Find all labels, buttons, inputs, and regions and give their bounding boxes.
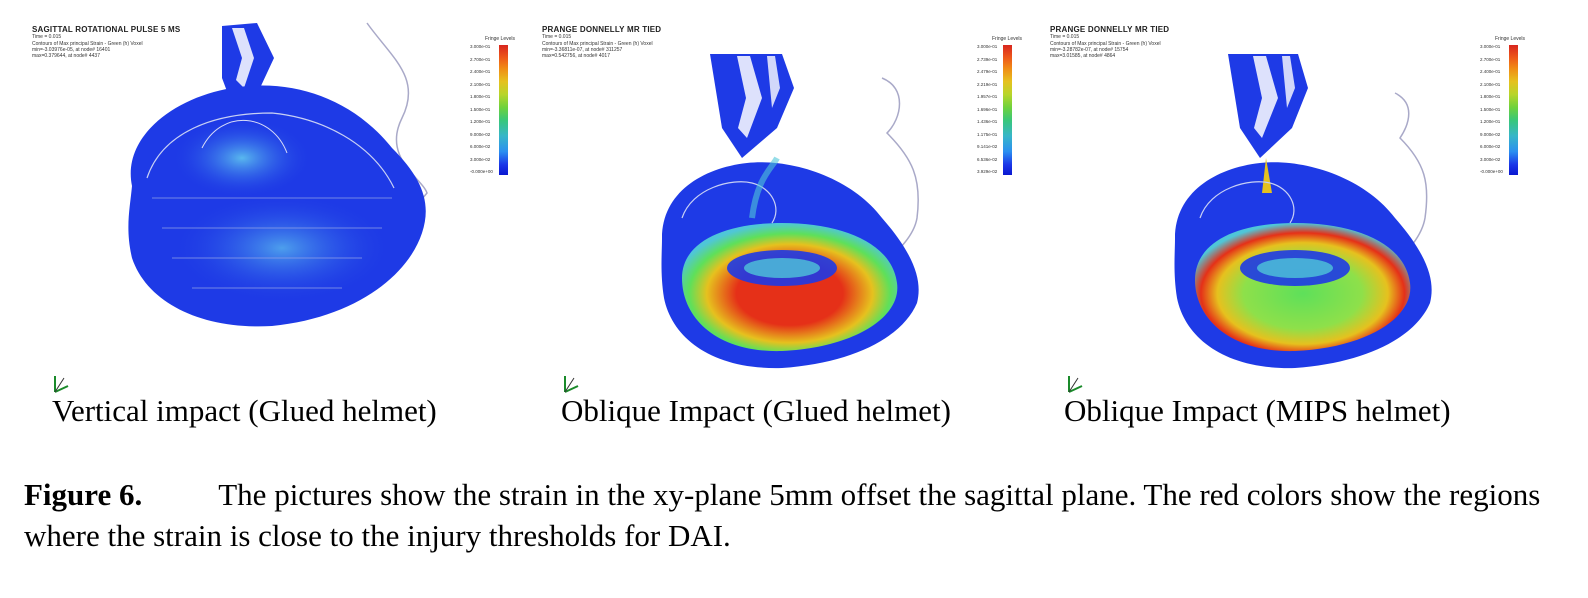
panel-caption-oblique-mips: Oblique Impact (MIPS helmet) — [1064, 393, 1451, 428]
panel-title: PRANGE DONNELLY MR TIED — [1050, 25, 1170, 34]
legend-label: 6.536e-02 — [977, 156, 998, 162]
legend-label: 1.200e-01 — [470, 119, 491, 125]
panel-meta-line: min=-3.28782e-07, at node# 15754 — [1050, 46, 1129, 53]
legend-color-bar — [1508, 45, 1518, 175]
legend-label: 2.479e-01 — [977, 69, 998, 75]
panel-caption-oblique-glued: Oblique Impact (Glued helmet) — [561, 393, 951, 428]
legend-label: 1.175e-01 — [977, 131, 998, 137]
panel-caption-vertical: Vertical impact (Glued helmet) — [52, 393, 437, 428]
legend-labels: 3.000e-01 2.739e-01 2.479e-01 2.219e-01 … — [977, 44, 998, 175]
legend-label: 3.929e-02 — [977, 169, 998, 175]
legend-label: 9.000e-02 — [470, 131, 491, 137]
legend-label: 2.700e-01 — [1480, 56, 1501, 62]
legend-label: 2.219e-01 — [977, 81, 998, 87]
legend-label: 1.696e-01 — [977, 106, 998, 112]
panel-meta-line: max=0.379644, at node# 4437 — [32, 53, 100, 60]
legend-label: 6.000e-02 — [470, 144, 491, 150]
panel-header: SAGITTAL ROTATIONAL PULSE 5 MS Time = 0.… — [32, 25, 282, 60]
legend-label: 1.436e-01 — [977, 119, 998, 125]
legend-label: 1.200e-01 — [1480, 119, 1501, 125]
panel-meta-line: Time = 0.015 — [32, 34, 62, 41]
legend-label: 1.800e-01 — [470, 94, 491, 100]
legend-label: 3.000e-02 — [470, 156, 491, 162]
legend-title: Fringe Levels — [1494, 36, 1525, 42]
legend-label: 3.000e-01 — [470, 44, 491, 49]
legend-label: 2.700e-01 — [470, 56, 491, 62]
legend-title: Fringe Levels — [484, 36, 515, 42]
figure-caption-text: The pictures show the strain in the xy-p… — [24, 477, 1541, 553]
legend-label: -0.000e+00 — [1480, 169, 1503, 175]
legend-label: 1.800e-01 — [1480, 94, 1501, 100]
fringe-legend: Fringe Levels 3.000e-01 2.739e-01 2.479e… — [977, 36, 1037, 175]
legend-label: 2.100e-01 — [470, 81, 491, 87]
legend-label: 1.500e-01 — [1480, 106, 1501, 112]
legend-label: 2.400e-01 — [1480, 69, 1501, 75]
legend-label: -0.000e+00 — [470, 169, 493, 175]
legend-label: 2.739e-01 — [977, 56, 998, 62]
simulation-panel-oblique-glued: PRANGE DONNELLY MR TIED Time = 0.015 Con… — [532, 18, 1032, 393]
figure-caption: Figure 6. The pictures show the strain in… — [24, 474, 1544, 556]
axis-triad-icon — [564, 376, 579, 393]
panel-meta-line: Contours of Max principal Strain - Green… — [32, 40, 143, 47]
panel-meta-line: max=3.01585, at node# 4864 — [1050, 53, 1116, 60]
panel-meta-line: Time = 0.015 — [1050, 34, 1080, 41]
panel-title: PRANGE DONNELLY MR TIED — [542, 25, 662, 34]
legend-labels: 3.000e-01 2.700e-01 2.400e-01 2.100e-01 … — [1480, 44, 1503, 175]
fringe-legend: Fringe Levels 3.000e-01 2.700e-01 2.400e… — [470, 36, 530, 175]
brain-strain-image — [128, 22, 428, 327]
legend-title: Fringe Levels — [991, 36, 1022, 42]
panel-meta-line: Contours of Max principal Strain - Green… — [1050, 40, 1161, 47]
figure-label: Figure 6. — [24, 477, 143, 512]
panel-meta-line: min=-3.36811e-07, at node# 311257 — [542, 46, 623, 53]
panel-header: PRANGE DONNELLY MR TIED Time = 0.015 Con… — [542, 25, 792, 60]
legend-label: 9.141e-02 — [977, 144, 998, 150]
fringe-legend: Fringe Levels 3.000e-01 2.700e-01 2.400e… — [1480, 36, 1540, 175]
brain-strain-image — [661, 54, 919, 369]
panel-title: SAGITTAL ROTATIONAL PULSE 5 MS — [32, 25, 181, 34]
panel-meta-line: max=0.542756, at node# 4017 — [542, 53, 610, 60]
panel-header: PRANGE DONNELLY MR TIED Time = 0.015 Con… — [1050, 25, 1300, 60]
legend-label: 2.100e-01 — [1480, 81, 1501, 87]
axis-triad-icon — [54, 376, 69, 393]
simulation-panel-oblique-mips: PRANGE DONNELLY MR TIED Time = 0.015 Con… — [1040, 18, 1540, 393]
simulation-panel-vertical: SAGITTAL ROTATIONAL PULSE 5 MS Time = 0.… — [22, 18, 522, 393]
legend-label: 6.000e-02 — [1480, 144, 1501, 150]
legend-label: 3.000e-01 — [1480, 44, 1501, 49]
legend-color-bar — [498, 45, 508, 175]
legend-labels: 3.000e-01 2.700e-01 2.400e-01 2.100e-01 … — [470, 44, 493, 175]
axis-triad-icon — [1068, 376, 1083, 393]
legend-label: 3.000e-01 — [977, 44, 998, 49]
legend-label: 3.000e-02 — [1480, 156, 1501, 162]
legend-label: 1.500e-01 — [470, 106, 491, 112]
panel-meta-line: Contours of Max principal Strain - Green… — [542, 40, 653, 47]
brain-strain-image — [1174, 54, 1432, 369]
legend-label: 9.000e-02 — [1480, 131, 1501, 137]
legend-label: 1.957e-01 — [977, 94, 998, 100]
panel-meta-line: min=-3.03976e-05, at node# 16401 — [32, 46, 111, 53]
panel-meta-line: Time = 0.015 — [542, 34, 572, 41]
legend-color-bar — [1003, 45, 1013, 175]
legend-label: 2.400e-01 — [470, 69, 491, 75]
